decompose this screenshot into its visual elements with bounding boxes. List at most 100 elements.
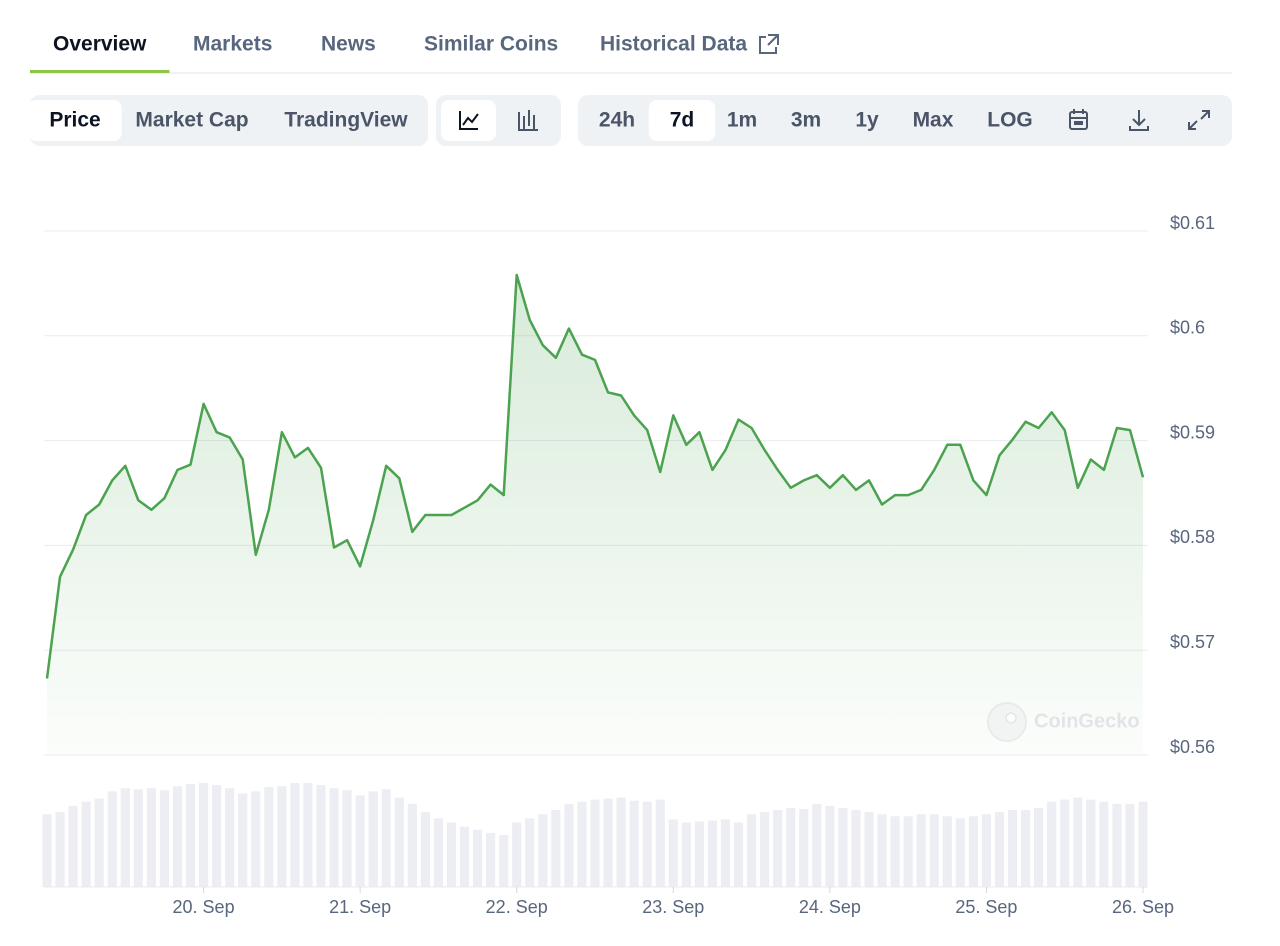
volume-bar [1073,797,1083,887]
volume-bar [355,795,365,887]
volume-bar [159,790,169,887]
x-tick-label: 20. Sep [173,897,235,917]
volume-bar [303,783,313,887]
volume-bar [525,818,535,887]
range-button[interactable]: 7d [670,109,695,132]
x-tick-label: 21. Sep [329,897,391,917]
volume-bar [1034,807,1044,887]
watermark: CoinGecko [1034,710,1140,732]
volume-bar [81,801,91,887]
active-button [648,100,716,141]
volume-bar [629,800,639,887]
chart-type-button[interactable]: Price [49,109,100,132]
volume-bar [812,803,822,887]
volume-bar [720,819,731,887]
volume-bar [747,814,757,887]
volume-bar [486,832,496,887]
volume-bar [133,789,143,887]
volume-bar [642,801,652,887]
volume-bar [564,803,574,887]
volume-bar [172,786,183,887]
volume-bar [42,814,52,887]
range-button[interactable]: 1m [727,109,757,132]
volume-bar [290,783,300,887]
volume-bar [381,789,391,887]
volume-bar [433,818,443,887]
volume-bar [786,807,796,887]
calendar-icon[interactable] [1069,109,1088,130]
range-button[interactable]: 1y [855,109,879,132]
volume-bar [420,812,430,887]
volume-bar [199,783,209,887]
volume-bar [264,787,274,887]
volume-bar [499,835,509,887]
price-area [47,275,1143,755]
volume-bar [929,814,939,887]
x-tick-label: 24. Sep [799,897,861,917]
volume-bar [342,790,352,887]
volume-bar [446,822,457,887]
volume-bar [459,826,470,887]
volume-bar [1086,799,1096,887]
volume-bar [825,805,835,887]
volume-bar [185,784,196,887]
volume-bar [55,812,65,887]
volume-bar [981,814,991,887]
volume-bar [146,788,156,887]
fullscreen-icon[interactable] [1188,110,1210,130]
y-tick-label: $0.56 [1170,737,1215,757]
tab[interactable]: Historical Data [600,33,747,56]
tab[interactable]: Overview [53,33,147,56]
candle-chart-icon[interactable] [518,110,538,131]
volume-bar [864,812,874,887]
volume-bar [616,797,626,887]
price-line [45,273,1145,679]
y-tick-label: $0.58 [1170,527,1215,547]
volume-bar [1060,799,1070,887]
volume-bar [955,818,965,887]
volume-bar [94,798,104,887]
x-tick-label: 23. Sep [642,897,704,917]
volume-bar [368,791,378,887]
volume-bar [225,788,235,887]
range-button[interactable]: LOG [987,109,1033,132]
volume-bar [1099,801,1109,887]
volume-bar [890,816,900,887]
x-tick-label: 22. Sep [486,897,548,917]
volume-bar [877,814,887,887]
volume-bar [968,816,978,887]
volume-bar [512,822,522,887]
chart-type-group [30,95,428,146]
watermark-logo [987,702,1027,742]
chart-type-button[interactable]: TradingView [284,109,408,132]
volume-bar [1112,803,1122,887]
volume-bar [107,791,117,887]
volume-bar [68,805,78,887]
volume-bar [603,798,613,887]
tab[interactable]: Markets [193,33,272,56]
volume-bar [838,807,848,887]
volume-bar [681,822,691,887]
tab[interactable]: Similar Coins [424,33,558,56]
volume-bar [120,788,130,887]
volume-bar [773,810,783,887]
volume-bar [916,814,926,887]
volume-bar [799,809,809,887]
range-button[interactable]: 24h [599,109,635,132]
tab[interactable]: News [321,33,376,56]
volume-bar [1138,801,1148,887]
download-icon[interactable] [1129,110,1149,131]
range-button[interactable]: Max [913,109,954,132]
volume-bar [212,785,222,887]
volume-bar [277,786,287,887]
volume-bar [851,810,861,887]
chart-type-button[interactable]: Market Cap [135,109,248,132]
volume-bar [655,799,665,887]
range-button[interactable]: 3m [791,109,821,132]
volume-bar [903,816,913,887]
line-chart-icon[interactable] [459,111,479,130]
volume-bar [316,785,326,887]
external-link-icon[interactable] [759,34,779,54]
volume-bar [760,812,770,887]
